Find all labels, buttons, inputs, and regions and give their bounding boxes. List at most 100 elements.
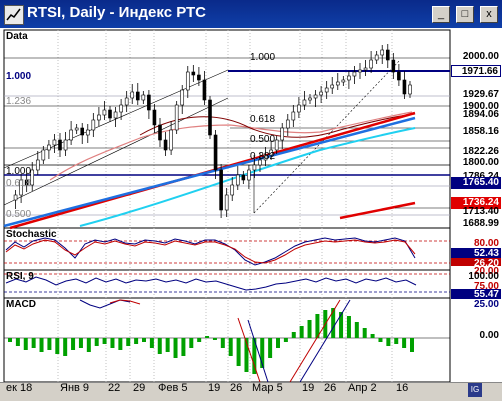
- candle-body: [402, 79, 407, 95]
- candle-body: [313, 94, 318, 99]
- fib-label-618-left: 0.618: [6, 178, 32, 189]
- macd-bar: [78, 338, 83, 348]
- candle-body: [363, 67, 368, 71]
- candle-body: [158, 124, 162, 141]
- fib-label-500-upper: 0.500: [250, 134, 276, 145]
- candle-body: [152, 109, 157, 126]
- candle-body: [285, 119, 290, 129]
- fib-label-382: 0.382: [250, 151, 276, 162]
- chart-canvas[interactable]: [0, 28, 502, 400]
- date-label: 19: [208, 382, 221, 394]
- rsi-axis-label: 100.00: [468, 271, 499, 282]
- candle-body: [352, 71, 357, 77]
- stoch-axis-label: 80.00: [451, 238, 501, 250]
- macd-bar: [189, 338, 194, 348]
- macd-bar: [23, 338, 28, 350]
- candle-body: [324, 87, 329, 93]
- red-lower-line: [339, 201, 416, 220]
- candle-body: [408, 84, 412, 95]
- trend-channel: [3, 59, 401, 214]
- candle-body: [91, 119, 96, 131]
- candle-body: [169, 129, 173, 151]
- candle-body: [397, 71, 401, 81]
- dark-red-moving-average: [139, 113, 416, 138]
- price-axis-label: 1786.24: [451, 171, 501, 183]
- close-button[interactable]: x: [480, 6, 498, 23]
- price-axis-label: 1822.26: [451, 146, 501, 158]
- fib-label-left-2: 1.000: [6, 166, 32, 177]
- minimize-icon: _: [437, 8, 445, 20]
- candle-body: [74, 127, 79, 131]
- price-axis-label: 1894.06: [451, 109, 501, 121]
- macd-bar: [220, 338, 225, 348]
- date-label: 26: [324, 382, 337, 394]
- date-label: 16: [396, 382, 409, 394]
- minimize-button[interactable]: _: [432, 6, 450, 23]
- candle-body: [202, 79, 207, 101]
- macd-bar: [212, 338, 217, 340]
- candle-body: [185, 71, 190, 91]
- cyan-moving-average: [79, 127, 416, 227]
- candle-body: [380, 49, 385, 56]
- candle-body: [241, 174, 246, 181]
- candle-body: [224, 194, 229, 211]
- macd-bar: [252, 338, 257, 374]
- macd-bar: [110, 338, 115, 348]
- date-label: 22: [108, 382, 121, 394]
- macd-bar: [8, 338, 12, 342]
- macd-bar: [47, 338, 52, 350]
- macd-bar: [370, 334, 375, 338]
- fib-label-left-1: 1.000: [6, 71, 32, 82]
- macd-bar: [205, 336, 210, 338]
- candle-body: [347, 75, 351, 81]
- candle-body: [102, 109, 107, 116]
- macd-bar: [165, 338, 170, 352]
- price-axis-label: 1736.24: [451, 197, 501, 209]
- candle-body: [274, 139, 279, 151]
- macd-bar: [339, 312, 344, 338]
- candle-body: [341, 79, 346, 83]
- date-label: Мар 5: [252, 382, 283, 394]
- macd-bar: [39, 338, 44, 352]
- candle-body: [24, 179, 29, 186]
- macd-bar: [86, 338, 91, 352]
- macd-bar: [102, 338, 107, 344]
- close-icon: x: [486, 8, 492, 20]
- price-axis-label: 1765.40: [451, 177, 501, 189]
- candle-body: [180, 89, 185, 106]
- candle-body: [147, 94, 151, 111]
- stochastic-lines: [4, 237, 450, 266]
- current-price-label: 1971.66: [451, 65, 501, 77]
- date-label: 29: [133, 382, 146, 394]
- macd-histogram: [8, 308, 414, 374]
- pink-moving-average: [49, 111, 413, 181]
- candle-body: [252, 164, 257, 171]
- macd-bar: [63, 338, 68, 356]
- macd-signal-line: [109, 299, 141, 305]
- maximize-button[interactable]: □: [456, 6, 474, 23]
- price-axis-label: 1800.00: [462, 157, 499, 168]
- status-indicator-icon[interactable]: IG: [468, 383, 482, 397]
- date-label: 19: [302, 382, 315, 394]
- candle-body: [35, 159, 40, 171]
- fib-label-top: 1.000: [250, 52, 276, 63]
- macd-bar: [118, 338, 123, 350]
- candle-body: [135, 91, 140, 101]
- candle-body: [108, 109, 112, 119]
- candle-body: [174, 104, 179, 131]
- candle-body: [19, 179, 23, 196]
- rsi-axis-label: 55.47: [451, 289, 501, 301]
- macd-bar: [354, 322, 359, 338]
- candle-body: [52, 139, 57, 146]
- candle-body: [208, 99, 212, 136]
- candle-body: [191, 71, 196, 76]
- macd-bar: [315, 314, 320, 338]
- title-bar[interactable]: RTSI, Daily - Индекс РТС _ □ x: [0, 0, 502, 28]
- candle-body: [13, 194, 18, 201]
- candle-body: [130, 91, 135, 99]
- chart-area[interactable]: Data Stochastic RSI, 9 MACD 1.000 1.000 …: [0, 28, 502, 400]
- macd-bar: [346, 316, 351, 338]
- candle-body: [302, 99, 307, 106]
- price-axis-label: 1688.99: [462, 218, 499, 229]
